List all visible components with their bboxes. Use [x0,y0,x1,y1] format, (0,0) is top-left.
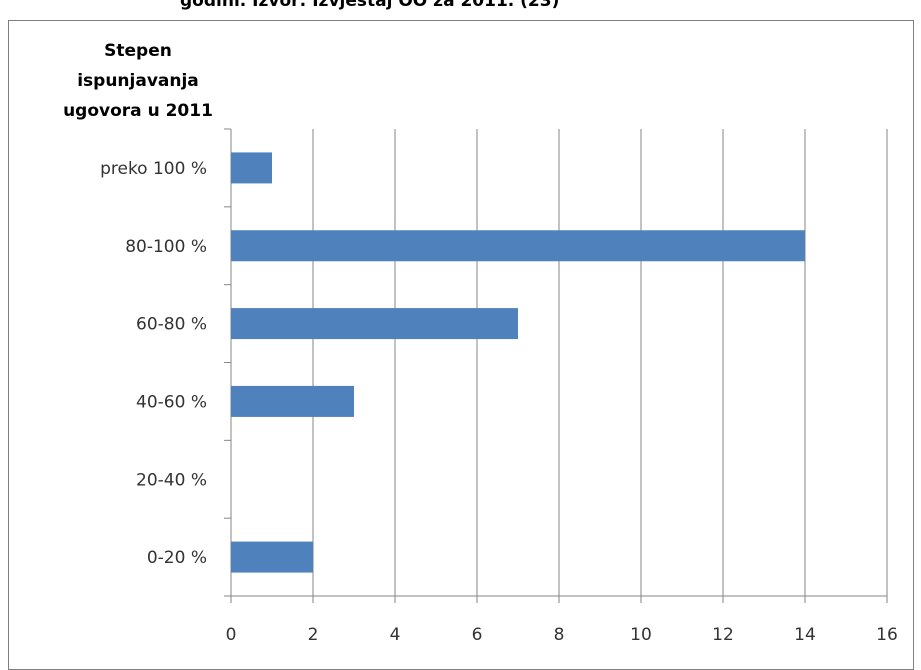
bar-1 [231,152,272,184]
y-axis-title-line-3: ugovora u 2011 [63,101,213,121]
y-tick-label: 40-60 % [136,392,207,412]
bar-3 [231,308,518,340]
x-tick-label: 0 [226,625,237,645]
x-tick-label: 16 [876,625,898,645]
bar-4 [231,385,354,417]
y-tick-label: preko 100 % [100,159,207,179]
y-axis-title: Stepen ispunjavanja ugovora u 2011 [58,36,218,126]
bar-chart: preko 100 % 80-100 % 60-80 % 40-60 % 20-40 %… [100,128,898,645]
y-tick-label: 80-100 % [125,237,207,257]
y-axis-title-line-1: Stepen [104,41,172,61]
x-tick-label: 4 [390,625,401,645]
y-tick-label: 0-20 % [147,548,207,568]
y-tick-label: 20-40 % [136,470,207,490]
y-axis-title-line-2: ispunjavanja [77,71,199,91]
x-tick-label: 8 [554,625,565,645]
figure-caption: godini. Izvor: Izvještaj OO za 2011. (23… [180,0,560,11]
x-tick-label: 12 [712,625,734,645]
x-tick-label: 14 [794,625,816,645]
bar-6 [231,541,313,573]
x-tick-label: 6 [472,625,483,645]
x-tick-label: 10 [630,625,652,645]
x-tick-label: 2 [308,625,319,645]
bar-2 [231,230,805,262]
y-tick-label: 60-80 % [136,315,207,335]
